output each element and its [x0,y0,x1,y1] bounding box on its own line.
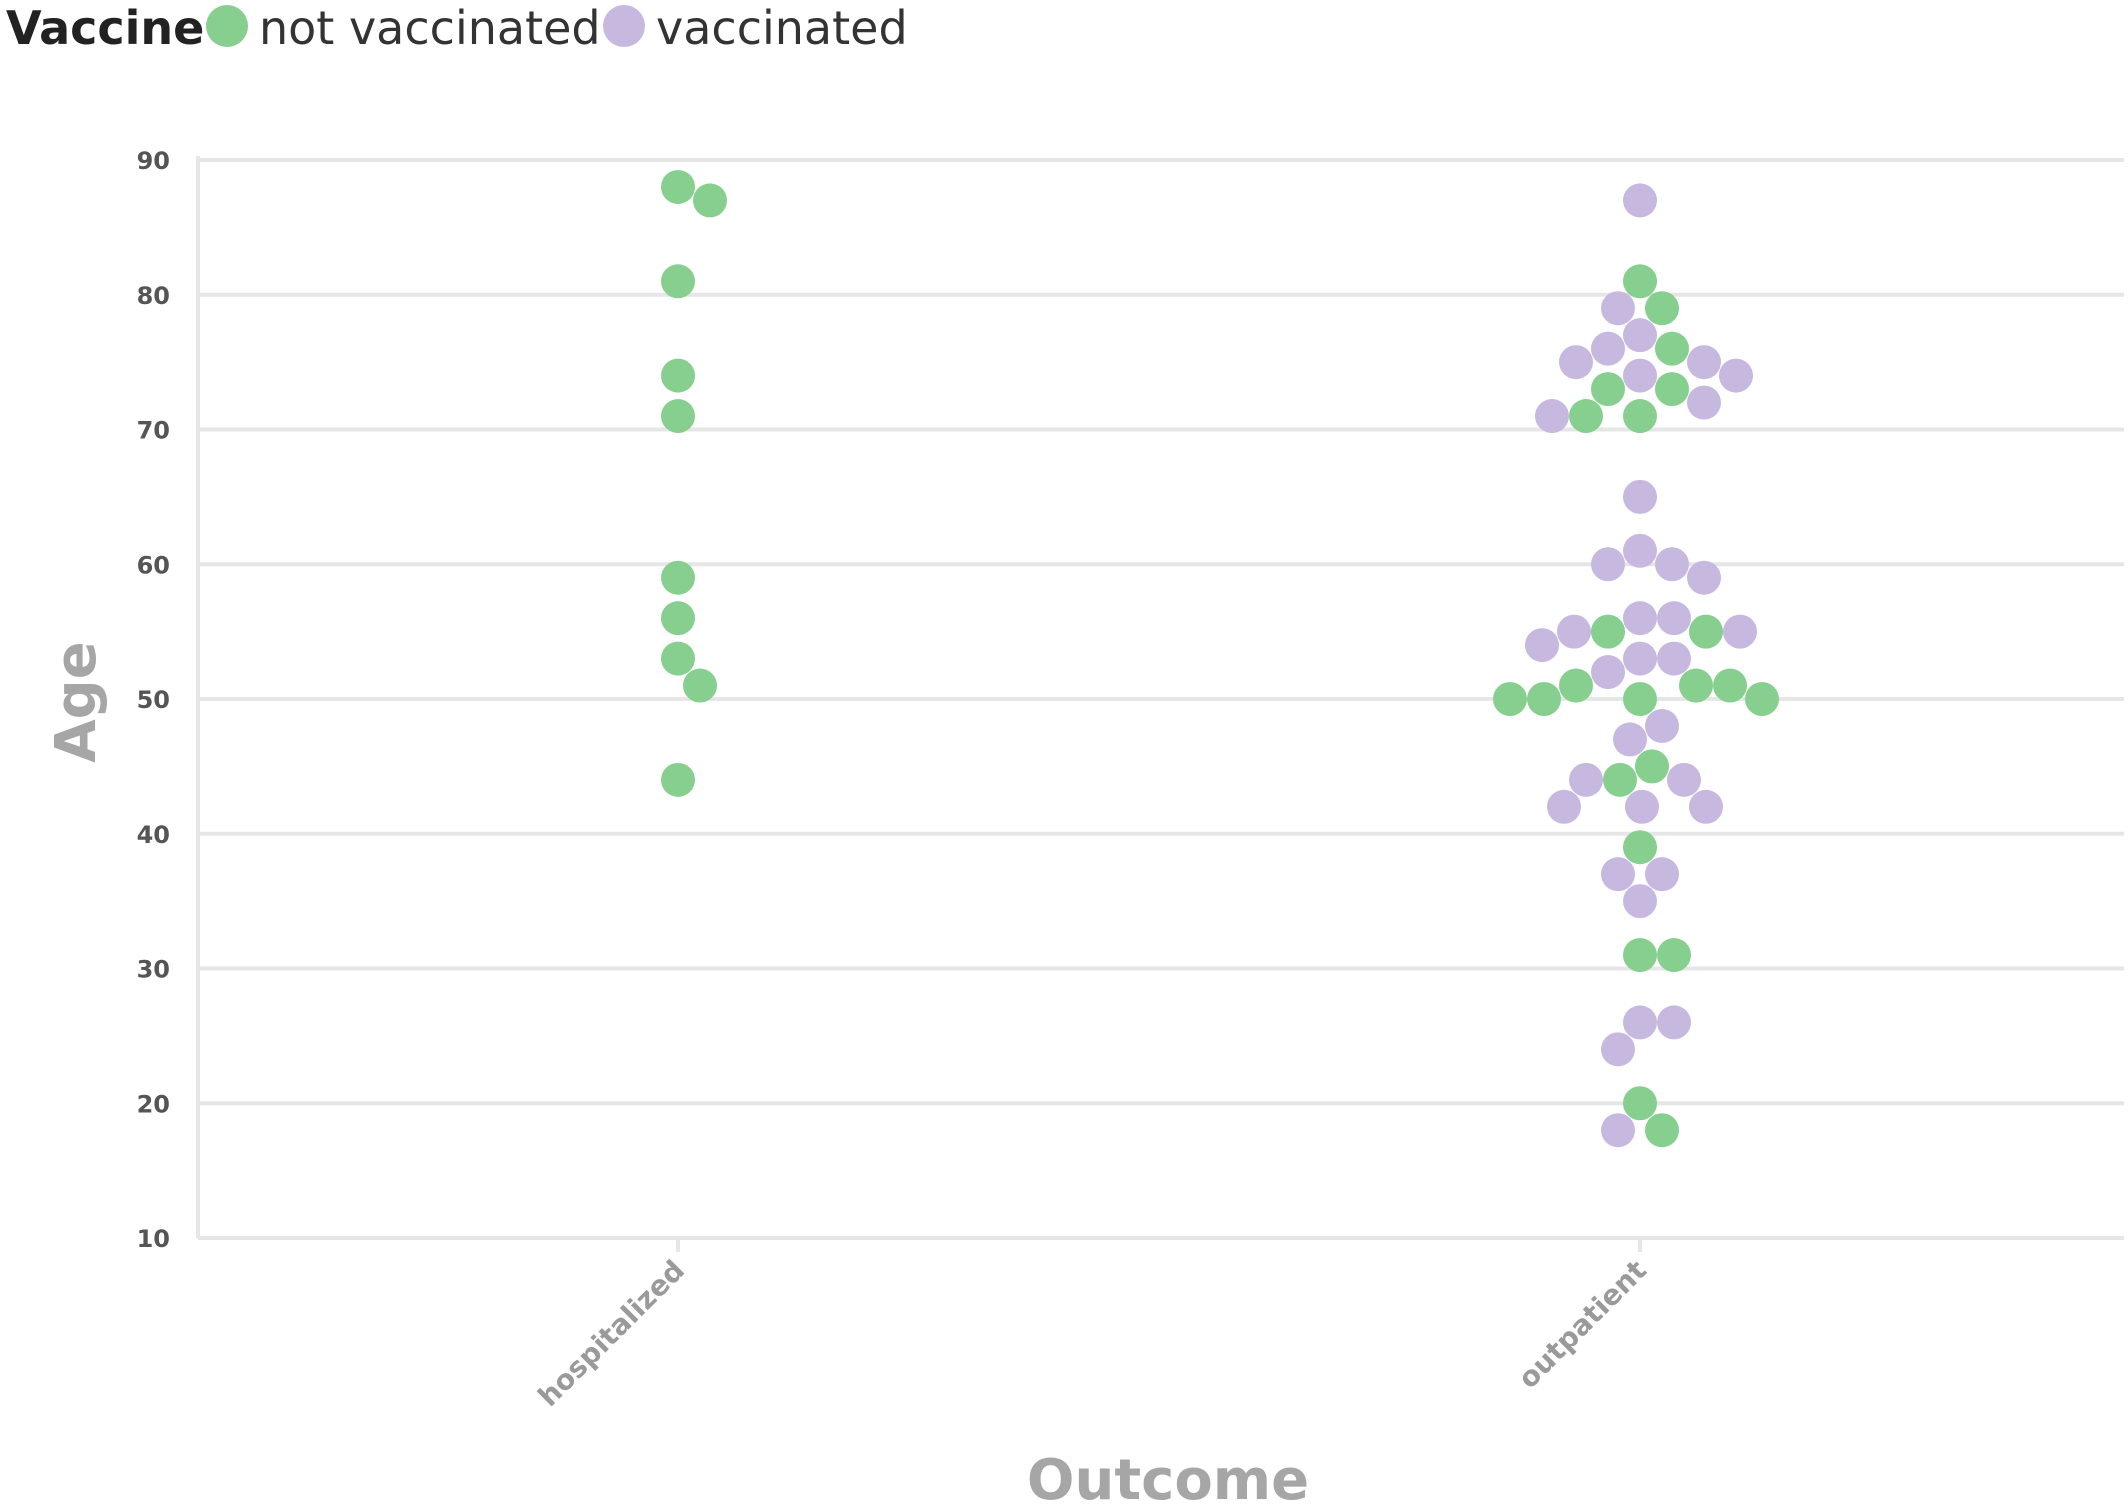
point-not-vaccinated [1655,372,1689,407]
point-not-vaccinated [1623,399,1657,434]
x-axis-title: Outcome [1027,1448,1309,1507]
point-not-vaccinated [661,601,695,636]
point-not-vaccinated [1623,682,1657,716]
point-vaccinated [1623,884,1657,919]
y-tick-label: 90 [137,147,170,175]
point-not-vaccinated [1623,938,1657,973]
point-vaccinated [1601,857,1635,892]
point-vaccinated [1601,1113,1635,1148]
point-vaccinated [1657,601,1691,636]
point-not-vaccinated [1603,762,1637,797]
point-not-vaccinated [1657,938,1691,973]
y-tick-label: 40 [137,821,170,849]
point-vaccinated [1623,358,1657,393]
point-vaccinated [1601,1032,1635,1067]
point-vaccinated [1657,1005,1691,1040]
y-tick-label: 80 [137,282,170,310]
point-vaccinated [1591,655,1625,690]
axes [196,156,2124,1252]
point-not-vaccinated [1623,264,1657,299]
x-tick-label: hospitalized [532,1254,691,1413]
point-not-vaccinated [1569,399,1603,434]
point-vaccinated [1569,762,1603,797]
point-not-vaccinated [1635,749,1669,784]
y-tick-label: 70 [137,417,170,445]
point-not-vaccinated [1645,1113,1679,1148]
legend-label-vaccinated: vaccinated [656,1,908,55]
point-not-vaccinated [661,641,695,676]
point-not-vaccinated [1713,668,1747,703]
point-vaccinated [1623,183,1657,218]
point-not-vaccinated [661,560,695,595]
point-not-vaccinated [683,668,717,703]
point-not-vaccinated [661,399,695,434]
point-vaccinated [1623,318,1657,353]
point-vaccinated [1645,857,1679,892]
tick-labels: 90 80 70 60 50 40 30 20 10 hospitalized outpatient [137,147,1653,1413]
point-vaccinated [1625,789,1659,824]
point-not-vaccinated [1591,614,1625,649]
point-vaccinated [1601,291,1635,326]
point-vaccinated [1687,560,1721,595]
point-vaccinated [1687,345,1721,380]
y-tick-label: 30 [137,956,170,984]
legend-label-not-vaccinated: not vaccinated [259,1,601,55]
point-vaccinated [1655,547,1689,582]
point-not-vaccinated [1679,668,1713,703]
point-vaccinated [1525,628,1559,663]
point-vaccinated [1591,547,1625,582]
point-not-vaccinated [1655,331,1689,366]
point-vaccinated [1623,479,1657,514]
x-tick-label: outpatient [1512,1254,1653,1395]
point-vaccinated [1687,385,1721,420]
point-not-vaccinated [661,264,695,299]
y-tick-label: 10 [137,1225,170,1253]
point-not-vaccinated [1527,682,1561,716]
point-not-vaccinated [693,183,727,218]
point-vaccinated [1559,345,1593,380]
point-not-vaccinated [1745,682,1779,716]
point-vaccinated [1623,1005,1657,1040]
gridlines [198,158,2124,1106]
point-not-vaccinated [661,762,695,797]
point-vaccinated [1623,533,1657,568]
point-vaccinated [1557,614,1591,649]
point-not-vaccinated [1493,682,1527,716]
point-vaccinated [1723,614,1757,649]
point-not-vaccinated [1623,1086,1657,1121]
point-vaccinated [1667,762,1701,797]
legend: Vaccine not vaccinated vaccinated [6,1,908,55]
y-axis-title: Age [44,641,109,762]
point-vaccinated [1645,708,1679,743]
point-vaccinated [1719,358,1753,393]
point-not-vaccinated [1645,291,1679,326]
point-not-vaccinated [1559,668,1593,703]
data-points [661,169,1779,1148]
legend-swatch-vaccinated [603,5,645,47]
point-vaccinated [1547,789,1581,824]
point-vaccinated [1623,601,1657,636]
point-vaccinated [1623,641,1657,676]
legend-title: Vaccine [6,1,204,55]
legend-swatch-not-vaccinated [206,5,248,47]
point-not-vaccinated [1623,830,1657,865]
point-not-vaccinated [1689,614,1723,649]
y-tick-label: 50 [137,686,170,714]
point-vaccinated [1657,641,1691,676]
point-vaccinated [1613,722,1647,757]
y-tick-label: 20 [137,1090,170,1118]
point-not-vaccinated [1591,372,1625,407]
point-vaccinated [1535,399,1569,434]
point-vaccinated [1591,331,1625,366]
point-not-vaccinated [661,169,695,204]
y-tick-label: 60 [137,551,170,579]
point-not-vaccinated [661,358,695,393]
point-vaccinated [1689,789,1723,824]
